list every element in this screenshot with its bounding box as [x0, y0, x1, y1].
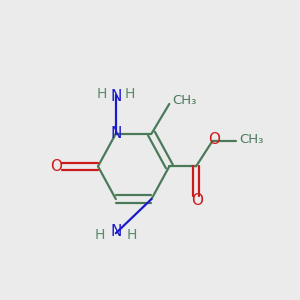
Text: CH₃: CH₃ [172, 94, 197, 107]
Text: N: N [110, 89, 122, 104]
Text: H: H [94, 228, 105, 242]
Text: O: O [208, 132, 220, 147]
Text: H: H [127, 228, 137, 242]
Text: O: O [192, 193, 204, 208]
Text: CH₃: CH₃ [239, 133, 263, 146]
Text: H: H [125, 86, 135, 100]
Text: H: H [96, 86, 107, 100]
Text: N: N [110, 224, 122, 239]
Text: N: N [110, 126, 122, 141]
Text: O: O [50, 159, 62, 174]
